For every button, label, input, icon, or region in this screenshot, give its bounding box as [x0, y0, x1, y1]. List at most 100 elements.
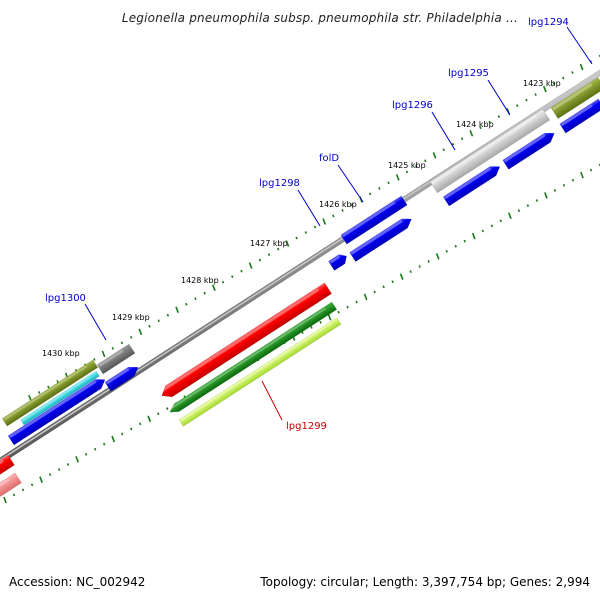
minor-tick	[231, 275, 234, 279]
genome-title: Legionella pneumophila subsp. pneumophil…	[121, 11, 518, 25]
major-tick	[175, 306, 179, 314]
minor-tick	[427, 260, 430, 263]
minor-tick	[499, 219, 502, 223]
gene-label-lpg1294[interactable]: lpg1294	[528, 17, 569, 28]
minor-tick	[166, 313, 170, 317]
scale-label-kbp: 1428 kbp	[181, 276, 219, 285]
gene-label-leader-line	[297, 189, 321, 227]
major-tick	[28, 394, 32, 402]
gene-lpg1294-olive[interactable]	[550, 76, 600, 120]
minor-tick	[157, 319, 160, 323]
cds-lpg1298-forward[interactable]	[328, 251, 349, 271]
minor-tick	[460, 137, 464, 141]
major-tick	[507, 212, 512, 220]
gene-lpg1300-olive[interactable]	[1, 359, 99, 427]
major-tick	[147, 415, 152, 423]
gene-label-leader-line	[431, 111, 456, 151]
minor-tick	[93, 358, 96, 361]
gene-label-lpg1295[interactable]: lpg1295	[448, 68, 489, 79]
accession-text: Accession: NC_002942	[9, 575, 146, 589]
cds-lpg1296-forward[interactable]	[442, 162, 503, 207]
minor-tick	[194, 297, 197, 301]
minor-tick	[166, 407, 169, 411]
gene-lpg1300-cyan[interactable]	[20, 370, 100, 426]
major-tick	[579, 63, 584, 71]
minor-tick	[221, 280, 225, 284]
cds-folD-forward[interactable]	[349, 214, 415, 262]
minor-tick	[277, 247, 280, 251]
gene-label-lpg1299[interactable]: lpg1299	[286, 421, 327, 432]
major-tick	[327, 313, 332, 321]
minor-tick	[479, 126, 482, 130]
gene-lpg1300-gray[interactable]	[96, 343, 136, 375]
gene-label-leader-line	[261, 380, 283, 421]
minor-tick	[535, 199, 539, 202]
minor-tick	[111, 346, 114, 350]
minor-tick	[391, 280, 394, 284]
major-tick	[542, 85, 547, 93]
cds-lpg1299-lime[interactable]	[178, 317, 342, 427]
minor-tick	[534, 93, 537, 96]
gene-label-leader-line	[84, 303, 107, 341]
minor-tick	[267, 253, 271, 256]
gene-lpg1299-reverse[interactable]	[158, 282, 332, 401]
minor-tick	[382, 285, 385, 289]
genome-axis-highlight	[0, 70, 600, 461]
major-tick	[471, 232, 476, 240]
minor-tick	[203, 291, 206, 295]
minor-tick	[304, 231, 307, 234]
cds-lpg1294-forward[interactable]	[559, 98, 600, 134]
cds-lpg1295-forward[interactable]	[502, 129, 558, 170]
cds-lpg1299-green[interactable]	[167, 301, 338, 416]
gene-lpg1296-gray[interactable]	[429, 108, 551, 194]
minor-tick	[332, 214, 335, 218]
minor-tick	[442, 148, 445, 152]
minor-tick	[129, 335, 133, 339]
minor-tick	[526, 204, 530, 207]
minor-tick	[47, 385, 50, 389]
gene-reverse-edge-red[interactable]	[0, 454, 15, 478]
minor-tick	[350, 203, 353, 207]
minor-tick	[103, 442, 106, 446]
minor-tick	[38, 391, 41, 394]
major-tick	[39, 476, 43, 483]
minor-tick	[157, 412, 160, 416]
gene-label-lpg1296[interactable]: lpg1296	[392, 100, 433, 111]
minor-tick	[409, 270, 412, 273]
major-tick	[432, 152, 437, 159]
major-tick	[322, 218, 327, 225]
major-tick	[469, 129, 474, 137]
minor-tick	[405, 170, 409, 174]
gene-label-lpg1298[interactable]: lpg1298	[259, 178, 300, 189]
minor-tick	[346, 305, 349, 309]
gene-folD[interactable]	[340, 195, 408, 245]
minor-tick	[481, 229, 484, 233]
minor-tick	[562, 183, 566, 187]
minor-tick	[378, 187, 381, 190]
minor-tick	[355, 300, 358, 304]
minor-tick	[414, 164, 418, 168]
scale-label-kbp: 1427 kbp	[250, 239, 288, 248]
gene-reverse-edge-pink[interactable]	[0, 472, 22, 502]
major-tick	[211, 284, 216, 291]
minor-tick	[310, 326, 313, 329]
minor-tick	[185, 302, 188, 306]
genome-stats-text: Topology: circular; Length: 3,397,754 bp…	[260, 575, 590, 589]
minor-tick	[84, 452, 88, 456]
cds-lpg1300-forward[interactable]	[7, 375, 108, 446]
major-tick	[75, 456, 80, 463]
cds-lpg1299-adjacent[interactable]	[104, 363, 141, 392]
major-tick	[138, 328, 143, 336]
scale-label-kbp: 1424 kbp	[456, 120, 494, 129]
minor-tick	[139, 422, 142, 426]
gene-label-folD[interactable]: folD	[319, 153, 339, 164]
minor-tick	[552, 82, 556, 85]
genome-axis-line	[0, 69, 600, 465]
minor-tick	[258, 258, 262, 262]
minor-tick	[295, 236, 298, 240]
minor-tick	[93, 447, 97, 451]
minor-tick	[497, 115, 501, 119]
gene-label-lpg1300[interactable]: lpg1300	[45, 293, 86, 304]
minor-tick	[121, 432, 124, 436]
